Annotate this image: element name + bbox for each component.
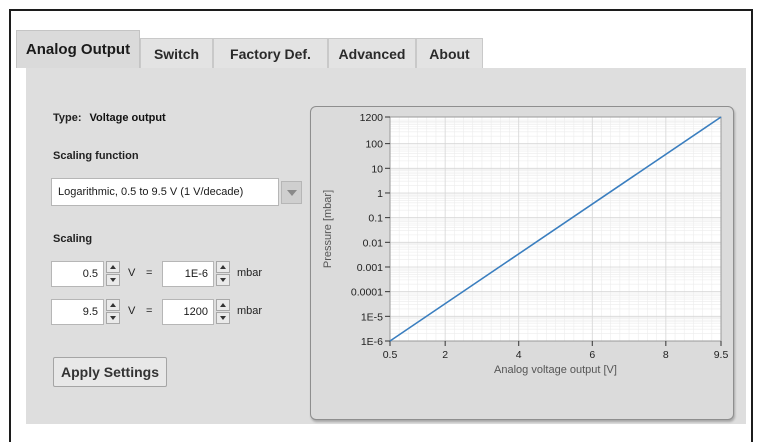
chart-y-tick-label: 0.0001: [351, 287, 383, 299]
scaling-function-label: Scaling function: [53, 150, 139, 162]
chart-series-line: [389, 116, 722, 342]
tab-analog-output[interactable]: Analog Output: [16, 30, 140, 68]
chart-svg: 1200 100 10 1 0.1 0.01 0.001 0.0001 1E-5 1E-6 0.5…: [322, 112, 729, 376]
spinner-up-icon[interactable]: [216, 261, 230, 273]
type-label: Type:: [53, 112, 82, 124]
pressure-max-spinner[interactable]: [216, 299, 230, 325]
spinner-up-icon[interactable]: [106, 299, 120, 311]
chart-x-axis-label: Analog voltage output [V]: [494, 364, 617, 376]
chart-x-tick-label: 2: [442, 349, 448, 361]
equals-sign: =: [146, 267, 153, 279]
volt-unit: V: [128, 305, 136, 317]
chart-y-tick-label: 10: [371, 163, 383, 175]
chart-y-tick-label: 0.1: [368, 213, 383, 225]
tab-advanced[interactable]: Advanced: [328, 38, 416, 68]
volt-unit: V: [128, 267, 136, 279]
voltage-max-input[interactable]: 9.5: [51, 299, 104, 325]
chart-x-tick-label: 0.5: [383, 349, 398, 361]
tab-about[interactable]: About: [416, 38, 483, 68]
chart-y-tick-label: 0.01: [363, 237, 384, 249]
voltage-max-spinner[interactable]: [106, 299, 120, 325]
type-value: Voltage output: [89, 112, 166, 124]
spinner-up-icon[interactable]: [106, 261, 120, 273]
chart-x-tick-label: 9.5: [714, 349, 729, 361]
chart-x-tick-label: 6: [589, 349, 595, 361]
chart-y-axis-label: Pressure [mbar]: [322, 190, 334, 268]
spinner-down-icon[interactable]: [216, 312, 230, 324]
pressure-min-spinner[interactable]: [216, 261, 230, 287]
voltage-min-spinner[interactable]: [106, 261, 120, 287]
spinner-up-icon[interactable]: [216, 299, 230, 311]
pressure-max-input[interactable]: 1200: [162, 299, 214, 325]
tab-bar: Analog Output Switch Factory Def. Advanc…: [16, 30, 746, 68]
voltage-min-input[interactable]: 0.5: [51, 261, 104, 287]
type-row: Type: Voltage output: [53, 112, 166, 124]
equals-sign: =: [146, 305, 153, 317]
tab-switch[interactable]: Switch: [140, 38, 213, 68]
pressure-chart: 1200 100 10 1 0.1 0.01 0.001 0.0001 1E-5 1E-6 0.5…: [310, 106, 734, 420]
mbar-unit: mbar: [237, 305, 263, 317]
chart-y-tick-label: 1E-6: [361, 336, 383, 348]
spinner-down-icon[interactable]: [106, 274, 120, 286]
chart-y-tick-label: 1: [377, 188, 383, 200]
tab-factory-def[interactable]: Factory Def.: [213, 38, 328, 68]
scaling-function-select[interactable]: Logarithmic, 0.5 to 9.5 V (1 V/decade): [51, 178, 279, 206]
dropdown-arrow-button[interactable]: [281, 181, 302, 204]
chart-y-tick-label: 1E-5: [361, 311, 383, 323]
chart-x-tick-label: 8: [663, 349, 669, 361]
spinner-down-icon[interactable]: [106, 312, 120, 324]
scaling-label: Scaling: [53, 233, 93, 245]
apply-settings-button[interactable]: Apply Settings: [53, 357, 167, 387]
scaling-function-value: Logarithmic, 0.5 to 9.5 V (1 V/decade): [58, 186, 244, 198]
chart-y-tick-label: 100: [365, 139, 383, 151]
chart-y-tick-label: 1200: [360, 112, 384, 124]
chart-y-tick-label: 0.001: [357, 262, 383, 274]
spinner-down-icon[interactable]: [216, 274, 230, 286]
chart-x-tick-label: 4: [516, 349, 522, 361]
mbar-unit: mbar: [237, 267, 263, 279]
pressure-min-input[interactable]: 1E-6: [162, 261, 214, 287]
